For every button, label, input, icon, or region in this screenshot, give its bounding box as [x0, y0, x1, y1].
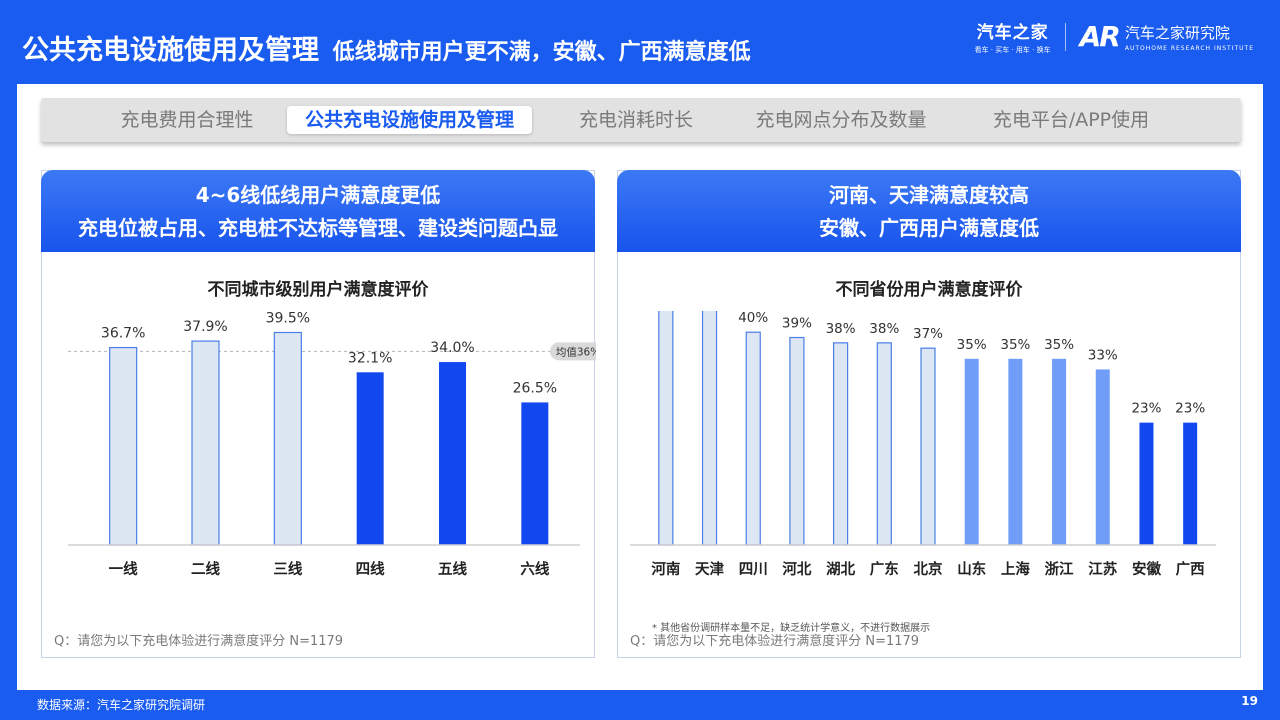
autohome-logo: 汽车之家 看车 · 买车 · 用车 · 换车 — [975, 18, 1051, 55]
bar — [1008, 358, 1023, 545]
research-institute: 汽车之家研究院 AUTOHOME RESEARCH INSTITUTE — [1125, 22, 1254, 52]
page-subtitle: 低线城市用户更不满，安徽、广西满意度低 — [332, 40, 751, 65]
bar-value-label: 23% — [1131, 401, 1161, 417]
bar-value-label: 34.0% — [430, 340, 474, 356]
bar — [521, 402, 549, 545]
city-tier-subheadline: 充电位被占用、充电桩不达标等管理、建设类问题凸显 — [78, 216, 558, 240]
bar-value-label: 38% — [869, 321, 899, 337]
bar — [876, 342, 892, 546]
bar — [964, 358, 979, 545]
category-label: 广东 — [870, 560, 899, 578]
category-label: 北京 — [914, 560, 943, 578]
bar — [789, 336, 805, 546]
brand-area: 汽车之家 看车 · 买车 · 用车 · 换车 AR 汽车之家研究院 AUTOHO… — [975, 18, 1254, 55]
province-footnote: * 其他省份调研样本量不足，缺乏统计学意义，不进行数据展示 — [652, 623, 931, 634]
category-label: 江苏 — [1088, 560, 1117, 578]
city-tier-panel: 4~6线低线用户满意度更低 充电位被占用、充电桩不达标等管理、建设类问题凸显 不… — [41, 170, 596, 658]
brand-divider — [1064, 22, 1066, 51]
category-label: 五线 — [438, 560, 467, 578]
province-question: Q：请您为以下充电体验进行满意度评分 N=1179 — [630, 634, 920, 649]
bar-value-label: 35% — [1000, 337, 1030, 353]
bar — [1095, 369, 1110, 545]
bar-value-label: 33% — [1088, 347, 1118, 363]
bar-value-label: 39% — [782, 316, 812, 332]
bar-value-label: 39.5% — [266, 311, 310, 326]
bar — [191, 340, 220, 546]
province-subheadline: 安徽、广西用户满意度低 — [819, 216, 1039, 240]
province-panel: 河南、天津满意度较高 安徽、广西用户满意度低 不同省份用户满意度评价 48%河南… — [617, 170, 1241, 658]
bar — [439, 362, 466, 545]
bar — [109, 346, 138, 546]
bar-value-label: 36.7% — [101, 326, 145, 342]
city-tier-panel-header: 4~6线低线用户满意度更低 充电位被占用、充电桩不达标等管理、建设类问题凸显 — [41, 170, 595, 252]
bar — [745, 331, 761, 546]
tab-public-facility[interactable]: 公共充电设施使用及管理 — [287, 106, 532, 134]
tab-station-distribution[interactable]: 充电网点分布及数量 — [755, 109, 927, 131]
category-label: 浙江 — [1045, 560, 1075, 578]
province-headline: 河南、天津满意度较高 — [829, 183, 1029, 207]
category-label: 河南 — [651, 560, 680, 578]
content-canvas: 充电费用合理性 公共充电设施使用及管理 充电消耗时长 充电网点分布及数量 充电平… — [17, 84, 1263, 690]
category-label: 四川 — [739, 562, 768, 578]
bar — [273, 331, 302, 546]
category-label: 河北 — [782, 560, 811, 578]
bar — [920, 347, 936, 546]
bar-value-label: 40% — [738, 311, 768, 326]
average-label: 均值36% — [556, 345, 596, 358]
category-label: 山东 — [957, 560, 986, 578]
bar-value-label: 37% — [913, 326, 943, 342]
province-chart: 48%河南46%天津40%四川39%河北38%湖北38%广东37%北京35%山东… — [630, 311, 1216, 578]
category-label: 一线 — [109, 560, 138, 578]
bar-value-label: 38% — [826, 321, 856, 337]
research-institute-name: 汽车之家研究院 — [1124, 23, 1230, 42]
research-institute-logo-icon: AR — [1079, 20, 1121, 53]
category-label: 二线 — [191, 560, 220, 578]
autohome-tagline: 看车 · 买车 · 用车 · 换车 — [974, 46, 1051, 54]
province-panel-header: 河南、天津满意度较高 安徽、广西用户满意度低 — [617, 170, 1241, 252]
category-label: 广西 — [1176, 560, 1205, 578]
research-institute-tagline: AUTOHOME RESEARCH INSTITUTE — [1124, 44, 1254, 52]
page-number: 19 — [1241, 694, 1258, 708]
data-source: 数据来源：汽车之家研究院调研 — [37, 698, 206, 712]
province-chart-title: 不同省份用户满意度评价 — [835, 280, 1023, 300]
bar — [701, 311, 718, 546]
category-label: 湖北 — [826, 561, 855, 578]
bar — [1052, 358, 1067, 545]
category-label: 上海 — [1001, 560, 1030, 578]
bar — [833, 342, 849, 546]
city-tier-chart-title: 不同城市级别用户满意度评价 — [207, 280, 429, 300]
page-title-main: 公共充电设施使用及管理 — [22, 35, 319, 66]
autohome-name: 汽车之家 — [976, 23, 1049, 43]
bar-value-label: 32.1% — [348, 350, 392, 366]
tab-charging-platform[interactable]: 充电平台/APP使用 — [992, 109, 1150, 131]
city-tier-question: Q：请您为以下充电体验进行满意度评分 N=1179 — [54, 634, 344, 649]
bar-value-label: 37.9% — [183, 319, 227, 335]
tab-charging-cost[interactable]: 充电费用合理性 — [120, 109, 254, 131]
category-label: 天津 — [695, 560, 724, 578]
city-tier-chart: 均值36% 36.7% 一线 37.9% 二线 39.5% 三线 32.1% 四线 34.0% 五线… — [68, 311, 596, 578]
category-label: 四线 — [356, 560, 385, 578]
bar — [658, 311, 674, 546]
category-label: 安徽 — [1132, 560, 1161, 578]
tab-charging-time[interactable]: 充电消耗时长 — [578, 109, 693, 131]
bar — [1183, 422, 1198, 545]
bar-value-label: 23% — [1175, 401, 1205, 417]
page-title: 公共充电设施使用及管理 低线城市用户更不满，安徽、广西满意度低 — [22, 28, 751, 67]
average-badge — [550, 342, 596, 361]
category-label: 六线 — [520, 560, 549, 578]
bar-value-label: 35% — [957, 337, 987, 353]
bar — [1139, 422, 1154, 545]
city-tier-headline: 4~6线低线用户满意度更低 — [195, 183, 441, 207]
bar — [356, 372, 384, 545]
tab-bar: 充电费用合理性 公共充电设施使用及管理 充电消耗时长 充电网点分布及数量 充电平… — [41, 98, 1241, 142]
category-label: 三线 — [273, 560, 302, 578]
bar-value-label: 26.5% — [513, 380, 557, 396]
bar-value-label: 35% — [1044, 337, 1074, 353]
